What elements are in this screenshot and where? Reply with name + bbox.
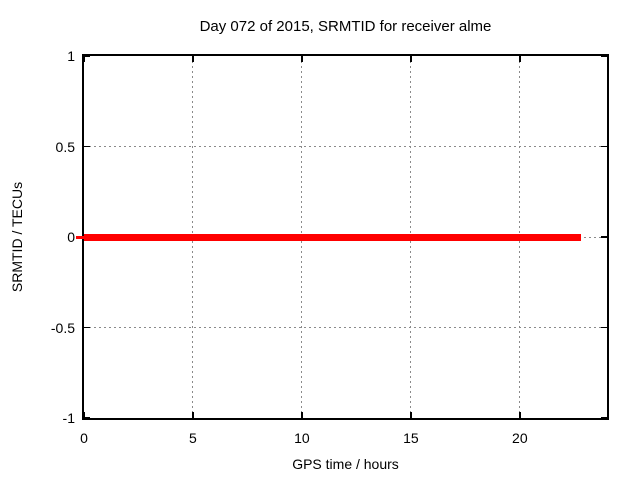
y-tick-label: -0.5 bbox=[50, 319, 75, 336]
x-tick-label: 15 bbox=[403, 430, 419, 446]
x-tick-top bbox=[410, 56, 412, 62]
x-tick-top bbox=[192, 56, 194, 62]
y-tick-right bbox=[601, 236, 607, 238]
x-tick-top bbox=[83, 56, 85, 62]
x-tick-top bbox=[301, 56, 303, 62]
y-tick-label: 0.5 bbox=[55, 138, 75, 155]
y-tick-right bbox=[601, 145, 607, 148]
y-tick-left bbox=[84, 145, 90, 148]
x-tick-label: 20 bbox=[512, 430, 528, 446]
y-tick-right bbox=[601, 326, 607, 329]
x-tick-bottom bbox=[301, 412, 303, 418]
x-tick-bottom bbox=[410, 412, 412, 418]
y-tick-right bbox=[601, 55, 607, 57]
x-tick-label: 0 bbox=[80, 430, 88, 446]
y-tick-right bbox=[601, 417, 607, 419]
y-tick-left bbox=[84, 326, 90, 329]
x-tick-label: 5 bbox=[189, 430, 197, 446]
x-tick-label: 10 bbox=[294, 430, 310, 446]
y-tick-label: 0 bbox=[67, 229, 75, 245]
chart-title: Day 072 of 2015, SRMTID for receiver alm… bbox=[199, 18, 492, 35]
x-axis-label: GPS time / hours bbox=[292, 456, 399, 472]
series-line bbox=[84, 233, 581, 241]
x-tick-bottom bbox=[192, 412, 194, 418]
y-gridline bbox=[84, 146, 607, 147]
x-tick-bottom bbox=[83, 412, 85, 418]
y-gridline bbox=[84, 327, 607, 328]
y-tick-left bbox=[84, 417, 90, 419]
x-tick-top bbox=[519, 56, 521, 62]
y-tick-label: 1 bbox=[67, 48, 75, 64]
x-tick-bottom bbox=[519, 412, 521, 418]
series-line-start-cap bbox=[76, 235, 84, 239]
y-tick-left bbox=[84, 55, 90, 57]
y-tick-label: -1 bbox=[62, 410, 75, 426]
plot-area bbox=[76, 54, 609, 420]
